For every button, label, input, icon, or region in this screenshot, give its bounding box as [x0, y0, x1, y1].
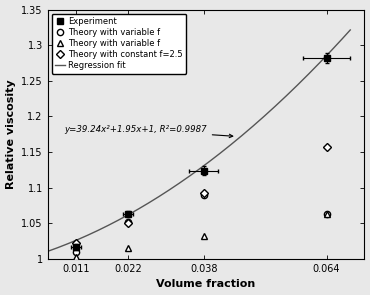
Legend: Experiment, Theory with variable f, Theory with variable f, Theory with constant: Experiment, Theory with variable f, Theo…	[52, 14, 186, 74]
X-axis label: Volume fraction: Volume fraction	[157, 279, 256, 289]
Y-axis label: Relative viscosity: Relative viscosity	[6, 79, 16, 189]
Text: y=39.24x²+1.95x+1, R²=0.9987: y=39.24x²+1.95x+1, R²=0.9987	[64, 125, 233, 138]
